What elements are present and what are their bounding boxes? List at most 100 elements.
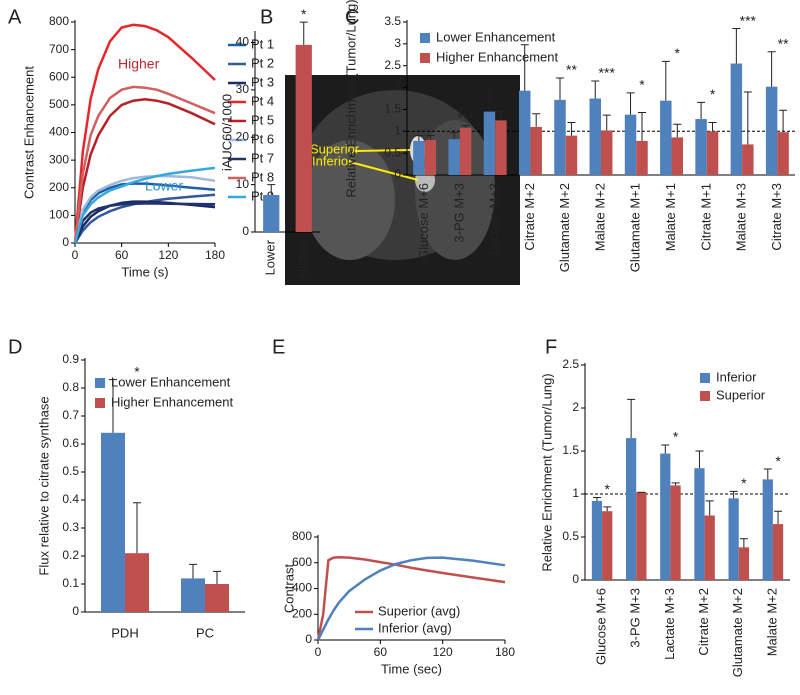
error-bar [426,135,435,141]
y-tick-label: 2 [572,400,579,414]
legend-swatch [95,398,105,408]
significance: *** [599,65,616,81]
y-tick-label: 300 [49,152,69,166]
x-tick-label: Citrate M+3 [769,183,784,251]
bar [554,99,566,175]
x-tick-label: Malate M+2 [764,588,779,656]
significance: * [639,77,645,93]
y-tick-label: 200 [49,180,69,194]
legend-label: Higher Enhancement [111,394,234,409]
y-tick-label: 600 [49,69,69,83]
y-tick-label: 0.7 [62,408,79,422]
x-tick-label: PDH [111,625,138,640]
x-tick-label: Malate M+2 [592,183,607,251]
bar [765,86,778,175]
bar [125,553,149,612]
bar [413,140,425,175]
bar [205,584,229,612]
y-tick-label: 0.5 [384,145,401,159]
error-bar [763,468,772,480]
y-axis-label: Contrast [281,564,296,614]
error-bar [732,28,741,64]
y-tick-label: 1 [394,123,401,137]
x-tick-label: Malate M+1 [663,183,678,251]
error-bar [591,80,600,99]
error-bar [592,496,601,501]
bar [777,132,789,175]
error-bar [708,122,717,132]
error-bar [213,570,221,584]
significance: * [710,86,716,102]
error-bar [485,89,494,112]
y-tick-label: 500 [49,97,69,111]
x-axis-label: Time (s) [121,264,168,279]
error-bar [532,113,541,127]
significance: * [673,429,679,445]
legend-label: Pt 7 [251,150,274,165]
y-tick-label: 400 [49,125,69,139]
y-tick-label: 0 [394,167,401,181]
y-tick-label: 0 [242,224,249,238]
x-tick-label: 180 [205,248,225,262]
y-tick-label: 2 [394,80,401,94]
y-tick-label: 0.8 [62,380,79,394]
mri-image: Superior Inferior [285,75,520,285]
bar [483,111,496,175]
image-label: Superior [310,141,360,156]
bar [602,511,613,580]
bar [518,90,531,175]
error-bar [602,114,611,131]
x-tick-label: 180 [495,645,515,659]
bar [565,135,578,175]
y-tick-label: 0.5 [562,529,579,543]
image-label: Inferior [312,153,353,168]
x-tick-label: 120 [433,645,453,659]
y-tick-label: 0.3 [62,520,79,534]
bar [730,63,743,175]
error-bar [743,91,752,145]
error-bar [450,132,459,140]
y-tick-label: 0 [305,632,312,646]
error-bar [267,184,276,196]
error-bar [567,122,576,136]
bar [704,515,715,580]
error-bar [299,21,308,45]
bar [706,131,719,175]
y-tick-label: 0 [62,235,69,249]
panel-label: B [260,6,273,28]
bar [589,98,601,175]
series-line [73,193,216,244]
bar [660,453,671,580]
bar [424,140,437,175]
x-tick-label: 0 [315,645,322,659]
panel-label: C [345,6,359,28]
bar [738,547,749,580]
significance: * [741,475,747,491]
bar [601,130,613,175]
error-bar [671,482,680,486]
error-bar [626,92,635,115]
x-tick-label: Lower [263,239,278,275]
bar [591,500,603,580]
y-tick-label: 1.5 [384,102,401,116]
error-bar [520,44,529,91]
y-tick-label: 2.5 [562,357,579,371]
legend-label: Superior (avg) [378,603,460,618]
legend-label: Lower Enhancement [111,374,231,389]
legend-label: Pt 4 [251,93,274,108]
series-line [73,166,216,244]
y-tick-label: 400 [292,581,312,595]
image-tissue [305,140,395,260]
x-tick-label: Lactate M+3 [662,588,677,660]
legend-swatch [420,53,430,63]
y-tick-label: 0.2 [62,548,79,562]
bar [530,126,542,175]
y-tick-label: 0.5 [62,464,79,478]
y-tick-label: 3.5 [384,14,401,28]
legend-label: Pt 6 [251,131,274,146]
error-bar [414,135,423,141]
error-bar [774,510,783,525]
significance: *** [457,109,474,125]
bar [181,578,205,612]
y-tick-label: 0.9 [62,352,79,366]
